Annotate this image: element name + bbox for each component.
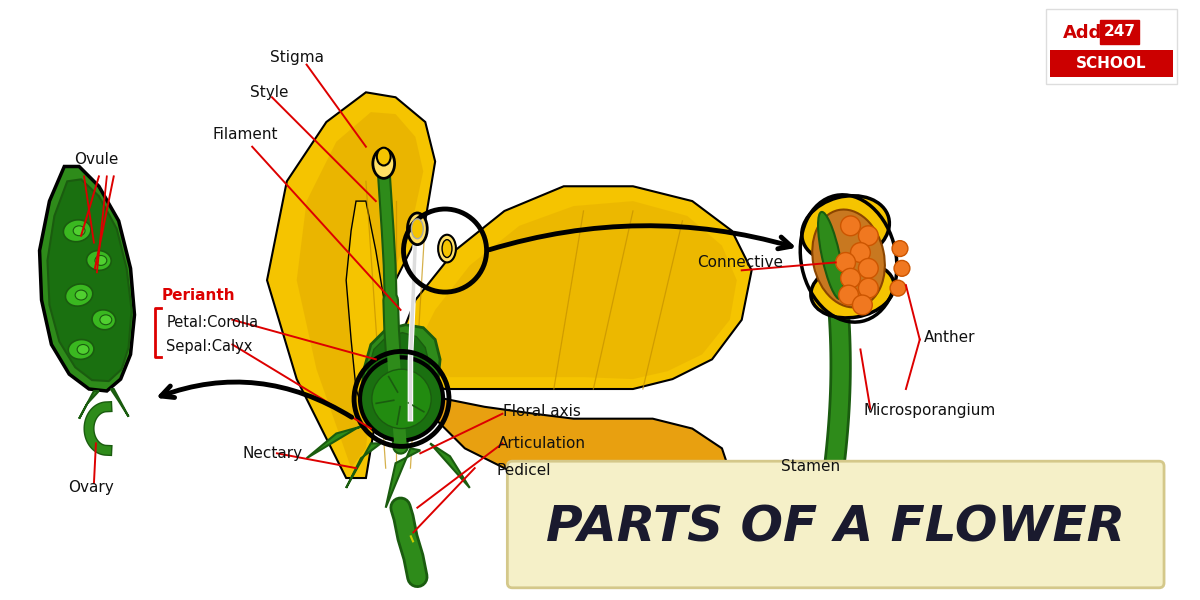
Circle shape [841, 216, 860, 236]
Polygon shape [385, 448, 420, 508]
Circle shape [360, 358, 443, 440]
Circle shape [372, 369, 431, 428]
Ellipse shape [73, 226, 85, 236]
Text: Stigma: Stigma [270, 50, 324, 65]
Circle shape [841, 268, 860, 288]
Text: Floral axis: Floral axis [503, 404, 581, 419]
Polygon shape [306, 427, 361, 458]
Ellipse shape [438, 235, 456, 262]
Ellipse shape [76, 290, 88, 300]
Text: Ovule: Ovule [73, 152, 118, 167]
Text: Articulation: Articulation [498, 436, 586, 451]
Circle shape [858, 259, 878, 278]
Polygon shape [40, 166, 134, 391]
Text: Sepal:Calyx: Sepal:Calyx [166, 339, 252, 354]
Polygon shape [396, 186, 751, 389]
Polygon shape [268, 92, 436, 478]
FancyBboxPatch shape [1099, 20, 1139, 44]
Text: Anther: Anther [924, 330, 976, 345]
Ellipse shape [77, 344, 89, 355]
Circle shape [894, 260, 910, 276]
Circle shape [839, 285, 858, 305]
Circle shape [851, 242, 870, 262]
Ellipse shape [92, 310, 115, 330]
Text: Style: Style [250, 85, 288, 100]
Ellipse shape [64, 220, 91, 242]
Ellipse shape [442, 239, 452, 257]
Circle shape [858, 278, 878, 298]
Circle shape [858, 226, 878, 245]
Text: Petal:Corolla: Petal:Corolla [166, 315, 258, 330]
Text: Adda: Adda [1063, 24, 1115, 42]
FancyBboxPatch shape [508, 461, 1164, 588]
FancyBboxPatch shape [1046, 9, 1177, 85]
Ellipse shape [66, 284, 92, 306]
Ellipse shape [86, 251, 112, 271]
Polygon shape [110, 389, 128, 417]
Polygon shape [366, 332, 430, 436]
Ellipse shape [412, 219, 424, 239]
Ellipse shape [68, 340, 94, 359]
Text: PARTS OF A FLOWER: PARTS OF A FLOWER [546, 503, 1126, 551]
Text: Filament: Filament [212, 127, 278, 142]
Text: Ovary: Ovary [68, 481, 114, 496]
Polygon shape [296, 112, 424, 468]
Ellipse shape [377, 148, 391, 166]
Circle shape [890, 280, 906, 296]
Polygon shape [79, 391, 98, 419]
Ellipse shape [818, 212, 844, 299]
Text: Pedicel: Pedicel [497, 463, 552, 478]
Polygon shape [361, 325, 440, 440]
Ellipse shape [811, 262, 894, 318]
Text: SCHOOL: SCHOOL [1076, 56, 1147, 71]
Polygon shape [431, 443, 469, 488]
Ellipse shape [802, 196, 889, 262]
Text: Microsporangium: Microsporangium [864, 403, 996, 418]
Text: 247: 247 [1104, 25, 1135, 40]
Ellipse shape [100, 315, 112, 325]
Polygon shape [346, 201, 406, 439]
Text: Perianth: Perianth [161, 287, 235, 302]
Text: Stamen: Stamen [781, 458, 840, 473]
FancyBboxPatch shape [1050, 50, 1172, 77]
Circle shape [835, 253, 856, 272]
Text: Nectary: Nectary [242, 446, 304, 461]
Polygon shape [410, 201, 737, 379]
Text: Connective: Connective [697, 255, 782, 270]
Polygon shape [415, 399, 732, 508]
Circle shape [852, 295, 872, 315]
Ellipse shape [373, 149, 395, 178]
Ellipse shape [812, 209, 884, 307]
Polygon shape [346, 443, 380, 488]
Ellipse shape [408, 213, 427, 245]
Polygon shape [48, 179, 132, 381]
Ellipse shape [95, 256, 107, 265]
Circle shape [892, 241, 908, 256]
